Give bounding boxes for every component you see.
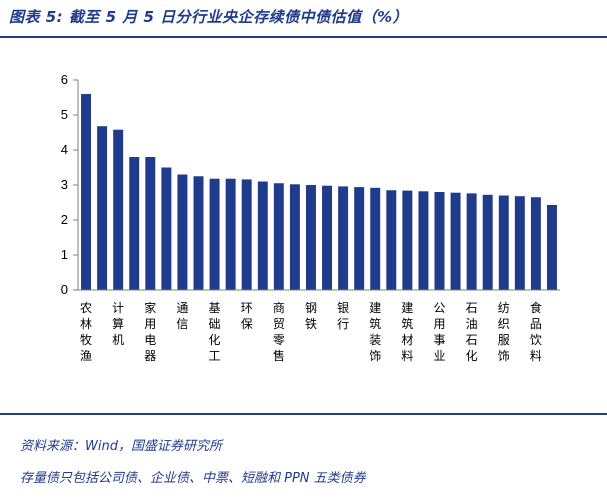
category-label: 建筑装饰 (369, 301, 381, 363)
category-label: 钢铁 (305, 301, 317, 331)
category-label: 公用事业 (433, 301, 445, 363)
y-tick-label: 1 (61, 247, 68, 262)
footer-rule (0, 413, 607, 415)
bar-27 (498, 195, 509, 290)
bar-13 (273, 183, 284, 290)
bar-10 (225, 178, 236, 290)
bar-29 (530, 197, 541, 290)
bar-30 (546, 204, 557, 290)
source-note: 资料来源：Wind，国盛证券研究所 (20, 439, 222, 454)
bar-9 (209, 178, 220, 290)
y-axis: 0 1 2 3 4 5 6 (61, 72, 79, 297)
bar-28 (514, 196, 525, 290)
bar-15 (305, 185, 316, 290)
category-label: 计算机 (112, 301, 124, 347)
bar-3 (113, 129, 124, 290)
bar-7 (177, 174, 188, 290)
y-tick-label: 3 (61, 177, 68, 192)
bar-24 (450, 192, 461, 290)
scope-note: 存量债只包括公司债、企业债、中票、短融和 PPN 五类债券 (20, 471, 366, 486)
category-label: 通信 (176, 301, 188, 331)
y-tick-label: 4 (61, 142, 68, 157)
bar-11 (241, 179, 252, 290)
y-tick-label: 6 (61, 72, 68, 87)
bar-2 (97, 126, 108, 290)
category-label: 银行 (337, 301, 349, 331)
bar-5 (145, 157, 156, 290)
bar-18 (354, 187, 365, 290)
category-label: 家用电器 (144, 300, 156, 363)
category-label: 建筑材料 (401, 301, 413, 363)
y-tick-label: 5 (61, 107, 68, 122)
bar-19 (370, 187, 381, 290)
category-label: 农林牧渔 (80, 301, 92, 363)
category-label: 环保 (241, 301, 253, 331)
bar-12 (257, 181, 268, 290)
bar-4 (129, 157, 140, 290)
bar-21 (402, 190, 413, 290)
bar-22 (418, 191, 429, 290)
y-tick-label: 2 (61, 212, 68, 227)
bar-16 (322, 185, 333, 290)
bar-17 (338, 186, 349, 290)
bar-26 (482, 194, 493, 290)
category-label: 食品饮料 (530, 300, 542, 363)
title-underline (0, 36, 607, 38)
bar-6 (161, 167, 172, 290)
bar-8 (193, 176, 204, 290)
category-label: 石油石化 (466, 301, 478, 363)
y-tick-label: 0 (61, 282, 68, 297)
bar-20 (386, 190, 397, 290)
bars-group (81, 94, 557, 290)
category-label: 纺织服饰 (498, 301, 510, 363)
category-label: 商贸零售 (273, 300, 285, 363)
bar-1 (81, 94, 92, 290)
bar-25 (466, 193, 477, 290)
category-label: 基础化工 (209, 301, 221, 363)
bar-23 (434, 192, 445, 290)
figure-title: 图表 5: 截至 5 月 5 日分行业央企存续债中债估值（%） (9, 8, 409, 26)
bar-14 (289, 184, 300, 290)
